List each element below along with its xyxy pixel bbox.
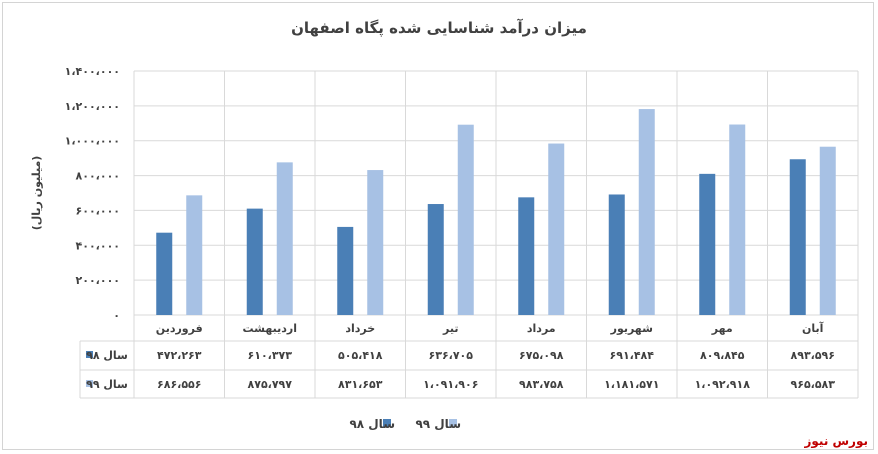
legend-swatch bbox=[383, 419, 391, 427]
bar bbox=[337, 226, 354, 315]
y-tick-label: ۴۰۰،۰۰۰ bbox=[76, 239, 120, 252]
data-table-value: ۸۳۱،۶۵۳ bbox=[338, 378, 383, 391]
data-table-value: ۱،۰۹۲،۹۱۸ bbox=[695, 378, 751, 391]
data-table-value: ۶۹۱،۴۸۴ bbox=[610, 349, 655, 362]
series-key bbox=[86, 380, 93, 387]
bar bbox=[156, 232, 173, 315]
data-table-value: ۱،۰۹۱،۹۰۶ bbox=[423, 378, 478, 391]
y-tick-label: ۸۰۰،۰۰۰ bbox=[76, 170, 120, 183]
category-label: شهریور bbox=[610, 322, 653, 335]
data-table-value: ۹۸۳،۷۵۸ bbox=[519, 378, 564, 391]
bar bbox=[367, 170, 384, 315]
bar bbox=[789, 159, 806, 315]
data-table-value: ۵۰۵،۴۱۸ bbox=[338, 349, 383, 362]
y-tick-label: ۱،۲۰۰،۰۰۰ bbox=[65, 100, 120, 113]
data-table-value: ۸۰۹،۸۴۵ bbox=[700, 349, 745, 362]
data-table-value: ۶۸۶،۵۵۶ bbox=[157, 378, 201, 391]
data-table-value: ۱،۱۸۱،۵۷۱ bbox=[604, 378, 659, 391]
category-label: تیر bbox=[442, 322, 458, 335]
data-table-value: ۶۷۵،۰۹۸ bbox=[519, 349, 564, 362]
series-key bbox=[86, 351, 93, 358]
data-table-value: ۴۷۲،۲۶۳ bbox=[157, 349, 202, 362]
y-axis-title: (میلیون ریال) bbox=[30, 156, 43, 231]
y-tick-label: ۰ bbox=[113, 309, 120, 322]
bar bbox=[729, 124, 746, 315]
series-row-label: سال ۹۹ bbox=[86, 378, 128, 391]
bar bbox=[699, 173, 716, 315]
source-watermark: بورس نیوز bbox=[804, 434, 868, 448]
legend-swatch bbox=[449, 419, 457, 427]
category-label: خرداد bbox=[345, 322, 375, 335]
bar bbox=[819, 146, 836, 315]
category-label: اردیبهشت bbox=[243, 322, 297, 335]
bar bbox=[638, 109, 655, 315]
bar bbox=[186, 195, 203, 315]
data-table-value: ۶۳۶،۷۰۵ bbox=[429, 349, 474, 362]
bar bbox=[427, 204, 444, 315]
category-label: آبان bbox=[802, 321, 824, 335]
bar bbox=[518, 197, 535, 315]
data-table-value: ۸۷۵،۷۹۷ bbox=[248, 378, 293, 391]
data-table-value: ۸۹۳،۵۹۶ bbox=[791, 349, 835, 362]
legend-label: سال ۹۹ bbox=[415, 417, 461, 431]
y-tick-label: ۱،۴۰۰،۰۰۰ bbox=[65, 65, 120, 78]
data-table-value: ۹۶۵،۵۸۳ bbox=[791, 378, 836, 391]
y-tick-label: ۲۰۰،۰۰۰ bbox=[76, 274, 120, 287]
category-label: فروردین bbox=[156, 322, 203, 335]
legend-label: سال ۹۸ bbox=[349, 417, 395, 431]
series-row-label: سال ۹۸ bbox=[86, 349, 128, 362]
y-tick-label: ۶۰۰،۰۰۰ bbox=[76, 204, 120, 217]
data-table-value: ۶۱۰،۳۷۳ bbox=[248, 349, 293, 362]
bar bbox=[276, 162, 293, 315]
category-label: مرداد bbox=[527, 322, 556, 335]
category-label: مهر bbox=[711, 322, 733, 335]
bar bbox=[608, 194, 625, 315]
bar bbox=[548, 143, 565, 315]
chart-title: میزان درآمد شناسایی شده پگاه اصفهان bbox=[291, 19, 587, 38]
bar bbox=[457, 124, 474, 315]
bar bbox=[246, 208, 263, 315]
y-tick-label: ۱،۰۰۰،۰۰۰ bbox=[65, 135, 120, 148]
